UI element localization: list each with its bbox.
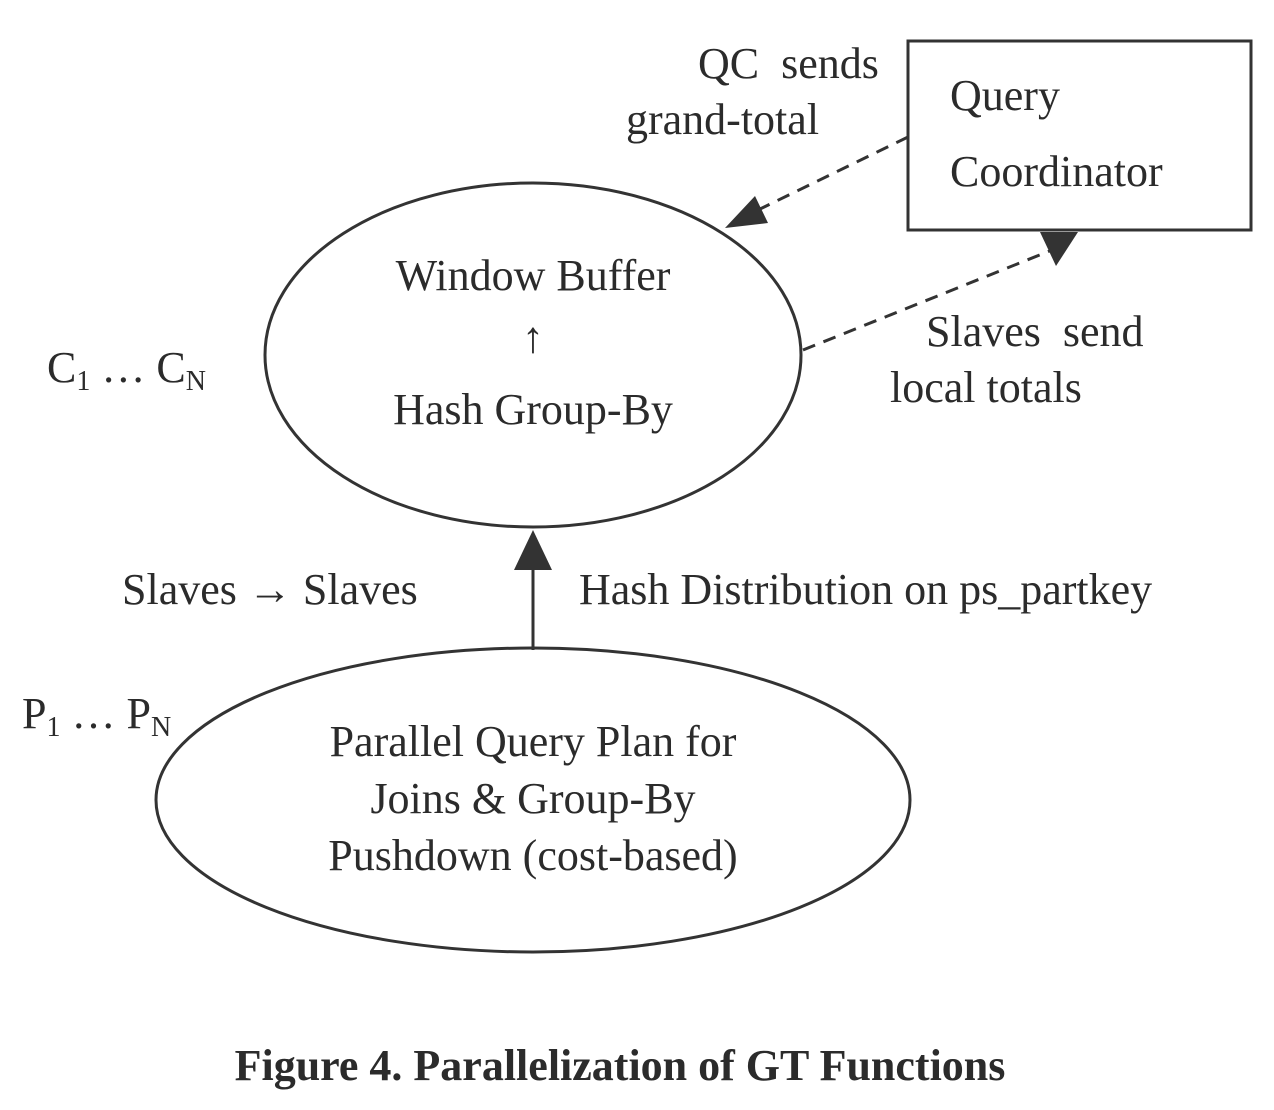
- slaves-send-label-line1: Slaves send: [926, 307, 1144, 356]
- up-arrow-glyph: ↑: [522, 313, 544, 362]
- grand-total-arrow-head: [725, 196, 768, 228]
- producers-p: P: [22, 689, 46, 738]
- grand-total-arrow-line: [757, 135, 909, 212]
- slaves-to-slaves-label: Slaves → Slaves: [122, 565, 418, 614]
- consumers-ellipsis: … C: [90, 343, 185, 392]
- coordinator-label-line1: Query: [950, 71, 1060, 120]
- plan-label-line1: Parallel Query Plan for: [330, 717, 737, 766]
- coordinator-label-line2: Coordinator: [950, 147, 1163, 196]
- window-buffer-label: Window Buffer: [396, 251, 671, 300]
- consumers-sub-1: 1: [76, 366, 90, 397]
- plan-label-line3: Pushdown (cost-based): [328, 831, 737, 880]
- producers-label: P1 … PN: [22, 689, 171, 743]
- producers-ellipsis: … P: [60, 689, 150, 738]
- local-totals-arrow-line: [802, 248, 1053, 352]
- query-coordinator-box: [906, 39, 1253, 232]
- qc-sends-label-line2: grand-total: [626, 95, 819, 144]
- figure-caption: Figure 4. Parallelization of GT Function…: [235, 1041, 1006, 1090]
- redistribution-arrow-head: [514, 530, 552, 570]
- window-buffer-node: [263, 181, 803, 529]
- consumers-sub-n: N: [186, 366, 206, 397]
- hash-distribution-label: Hash Distribution on ps_partkey: [579, 565, 1152, 614]
- hash-group-by-label: Hash Group-By: [393, 385, 673, 434]
- consumers-label: C1 … CN: [47, 343, 206, 397]
- local-totals-arrow-head: [1040, 232, 1078, 266]
- producers-sub-1: 1: [46, 712, 60, 743]
- producers-sub-n: N: [151, 712, 171, 743]
- qc-sends-label-line1: QC sends: [698, 39, 879, 88]
- slaves-send-label-line2: local totals: [890, 363, 1082, 412]
- plan-label-line2: Joins & Group-By: [370, 774, 695, 823]
- consumers-c: C: [47, 343, 76, 392]
